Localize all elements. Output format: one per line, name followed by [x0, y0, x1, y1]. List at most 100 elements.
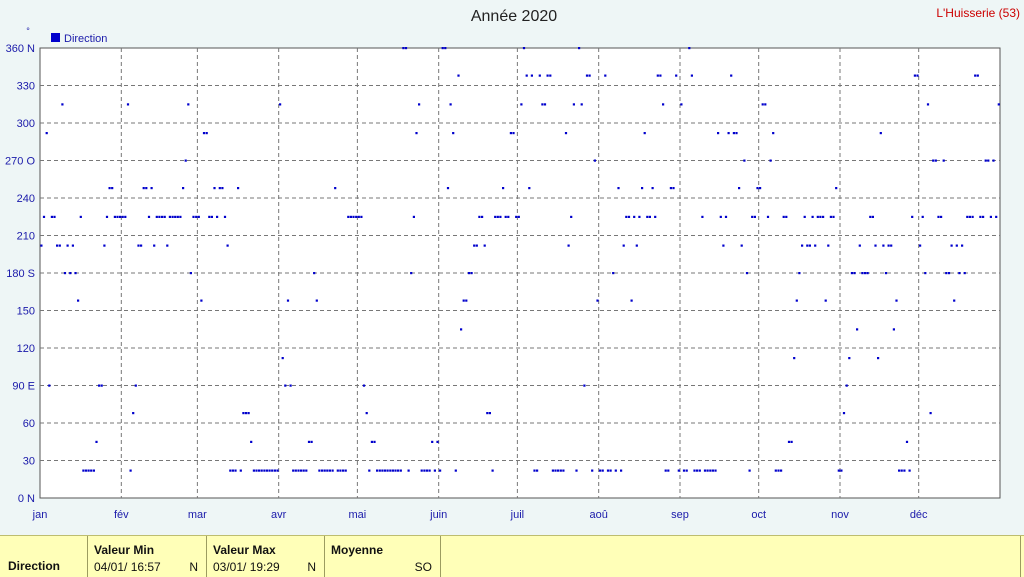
data-point: [753, 215, 756, 218]
data-point: [391, 469, 394, 472]
x-tick-label: mar: [188, 509, 207, 521]
data-point: [182, 187, 185, 190]
data-point: [137, 244, 140, 247]
data-point: [682, 469, 686, 472]
data-point: [302, 469, 305, 472]
data-point: [56, 244, 59, 247]
data-point: [932, 159, 935, 162]
data-point: [958, 272, 961, 275]
chart: Année 2020 L'Huisserie (53) ° Direction …: [5, 6, 1020, 521]
data-point: [989, 215, 992, 218]
data-point: [992, 159, 995, 162]
data-point: [252, 469, 255, 472]
data-point: [205, 132, 208, 135]
data-point: [247, 412, 250, 415]
data-point: [66, 244, 69, 247]
stats-bar: Direction Valeur Min 04/01/ 16:57 N Vale…: [0, 535, 1024, 577]
data-point: [934, 159, 937, 162]
data-point: [585, 74, 589, 77]
x-tick-label: déc: [910, 509, 928, 521]
data-point: [242, 412, 245, 415]
y-tick-label: 270 O: [5, 156, 35, 168]
data-point: [995, 215, 998, 218]
data-point: [208, 215, 211, 218]
data-point: [349, 215, 352, 218]
data-point: [961, 244, 964, 247]
station-name: L'Huisserie (53): [936, 6, 1020, 20]
data-point: [903, 469, 906, 472]
data-point: [955, 244, 958, 247]
stats-min-value: N: [189, 560, 198, 574]
data-point: [651, 187, 654, 190]
data-point: [743, 159, 746, 162]
data-point: [61, 103, 64, 106]
data-point: [748, 469, 751, 472]
data-point: [140, 244, 143, 247]
data-point: [373, 440, 376, 443]
data-point: [210, 215, 213, 218]
data-point: [174, 215, 177, 218]
data-point: [281, 357, 284, 360]
data-point: [444, 47, 447, 50]
data-point: [953, 299, 956, 302]
data-point: [806, 244, 809, 247]
data-point: [386, 469, 389, 472]
data-point: [378, 469, 381, 472]
data-point: [724, 215, 728, 218]
data-point: [785, 215, 788, 218]
data-point: [646, 215, 649, 218]
data-point: [483, 244, 486, 247]
data-point: [858, 244, 861, 247]
data-point: [898, 469, 901, 472]
data-point: [677, 469, 680, 472]
x-tick-label: aoû: [590, 509, 608, 521]
data-point: [179, 215, 182, 218]
data-point: [638, 215, 641, 218]
data-point: [790, 440, 793, 443]
data-point: [446, 187, 450, 190]
data-point: [286, 299, 290, 302]
data-point: [774, 469, 777, 472]
data-point: [921, 215, 924, 218]
data-point: [892, 328, 895, 331]
data-point: [111, 187, 114, 190]
data-point: [45, 132, 48, 135]
data-point: [882, 244, 885, 247]
data-point: [168, 215, 171, 218]
data-point: [533, 469, 536, 472]
data-point: [688, 47, 691, 50]
data-point: [811, 215, 814, 218]
data-point: [675, 74, 678, 77]
data-point: [475, 244, 478, 247]
data-point: [659, 74, 662, 77]
data-point: [48, 384, 51, 387]
data-point: [588, 74, 591, 77]
data-point: [42, 215, 46, 218]
data-point: [509, 132, 512, 135]
data-point: [801, 244, 804, 247]
data-point: [845, 384, 848, 387]
data-point: [562, 469, 565, 472]
y-tick-label: 300: [17, 118, 35, 130]
data-point: [680, 103, 683, 106]
data-point: [672, 187, 675, 190]
data-point: [428, 469, 431, 472]
data-point: [105, 215, 109, 218]
data-point: [412, 215, 415, 218]
data-point: [908, 469, 911, 472]
data-point: [229, 469, 232, 472]
data-point: [803, 215, 806, 218]
data-point: [213, 187, 216, 190]
x-tick-labels: jan fév mar avr mai juin juil aoû sep oct nov déc: [32, 509, 928, 521]
data-point: [473, 244, 476, 247]
data-point: [717, 132, 720, 135]
data-point: [84, 469, 88, 472]
stats-avg-cell: Moyenne SO: [325, 536, 441, 577]
data-point: [239, 469, 242, 472]
data-point: [184, 159, 187, 162]
data-point: [614, 469, 617, 472]
data-point: [543, 103, 547, 106]
y-tick-label: 240: [17, 193, 35, 205]
data-point: [517, 215, 520, 218]
data-point: [481, 215, 484, 218]
